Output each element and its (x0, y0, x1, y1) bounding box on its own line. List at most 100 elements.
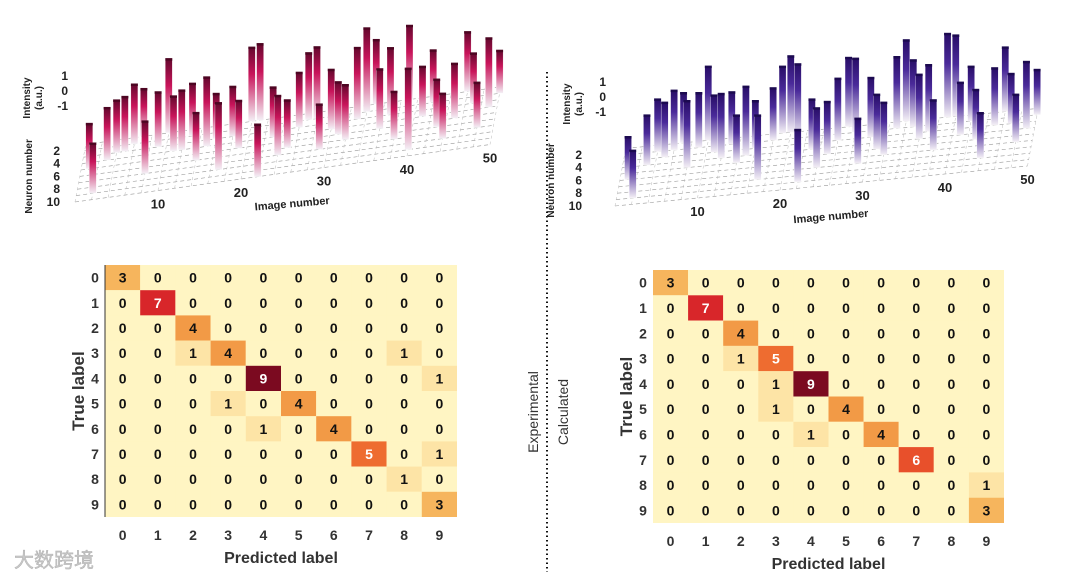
matrix-cell-value: 0 (912, 351, 920, 367)
row-label: 7 (639, 452, 647, 468)
matrix-cell (968, 472, 1004, 498)
matrix-cell-value: 0 (260, 345, 268, 361)
matrix-cell (863, 295, 899, 321)
z-axis-label: Intensity (22, 77, 33, 119)
matrix-cell-value: 7 (702, 300, 710, 316)
matrix-cell-value: 0 (737, 275, 745, 291)
matrix-cell (351, 265, 387, 291)
matrix-cell-value: 0 (400, 320, 408, 336)
matrix-cell-value: 0 (119, 345, 127, 361)
matrix-cell-value: 0 (877, 275, 885, 291)
matrix-cell (351, 391, 387, 417)
matrix-cell (793, 497, 829, 523)
matrix-cell (140, 265, 176, 291)
matrix-cell (828, 447, 864, 473)
matrix-cell (316, 365, 352, 391)
bar-top (404, 67, 412, 71)
matrix-cell (386, 491, 422, 517)
matrix-cell-value: 1 (400, 471, 408, 487)
matrix-cell-value: 0 (260, 320, 268, 336)
matrix-cell-value: 0 (330, 446, 338, 462)
floor-gridline (928, 117, 940, 176)
matrix-cell-value: 0 (667, 351, 675, 367)
matrix-cell-value: 0 (154, 496, 162, 512)
y-tick-label: 2 (53, 144, 60, 158)
row-label: 3 (639, 351, 647, 367)
bar-top (235, 99, 243, 103)
calculated-label: Calculated (555, 379, 571, 445)
matrix-cell (316, 340, 352, 366)
matrix-cell-value: 0 (702, 275, 710, 291)
matrix-cell-value: 0 (772, 502, 780, 518)
bar-top (1022, 60, 1030, 64)
matrix-cell (898, 421, 934, 448)
floor-gridline (623, 120, 1036, 162)
matrix-cell-value: 0 (330, 471, 338, 487)
row-label: 1 (91, 295, 99, 311)
row-label: 9 (91, 496, 99, 512)
matrix-cell (140, 365, 176, 391)
matrix-cell-value: 0 (224, 421, 232, 437)
x-tick-label: 20 (773, 196, 787, 211)
floor-gridline (697, 140, 709, 199)
bar (695, 93, 703, 148)
column-label: 6 (877, 533, 885, 549)
matrix-cell (140, 340, 176, 366)
matrix-cell-value: 0 (295, 471, 303, 487)
floor-gridline (878, 122, 891, 181)
matrix-cell (386, 441, 422, 467)
column-label: 2 (737, 533, 745, 549)
bar-top (751, 100, 759, 103)
matrix-cell (968, 270, 1004, 296)
matrix-cell (105, 491, 141, 517)
matrix-cell (210, 491, 246, 517)
bar-top (178, 89, 186, 92)
matrix-cell-value: 0 (260, 446, 268, 462)
y-tick-label: 2 (575, 148, 582, 162)
matrix-cell-value: 0 (947, 426, 955, 442)
matrix-cell (210, 365, 246, 391)
matrix-cell-value: 0 (119, 446, 127, 462)
matrix-cell-value: 0 (400, 370, 408, 386)
matrix-cell (175, 441, 211, 467)
matrix-cell-value: 0 (772, 300, 780, 316)
matrix-cell-value: 0 (365, 496, 373, 512)
matrix-cell (723, 295, 759, 321)
bar (670, 91, 678, 151)
matrix-cell (828, 295, 864, 321)
column-label: 8 (947, 533, 955, 549)
matrix-cell (898, 320, 934, 346)
bar-top (967, 65, 975, 69)
bar (248, 48, 256, 122)
matrix-cell (421, 340, 457, 366)
matrix-cell-value: 0 (400, 270, 408, 286)
matrix-cell (210, 265, 246, 291)
bar-top (845, 56, 853, 60)
matrix-cell-value: 0 (400, 295, 408, 311)
matrix-cell-value: 3 (119, 270, 127, 286)
matrix-cell-value: 0 (224, 370, 232, 386)
matrix-cell-value: 0 (365, 396, 373, 412)
bar (823, 102, 831, 155)
bar-top (363, 27, 371, 30)
matrix-cell-value: 0 (189, 370, 197, 386)
column-label: 9 (983, 533, 991, 549)
bar-top (867, 76, 875, 80)
matrix-cell-value: 9 (807, 376, 815, 392)
column-label: 7 (912, 533, 920, 549)
matrix-cell (421, 491, 457, 517)
matrix-cell (140, 491, 176, 517)
matrix-cell-value: 0 (737, 376, 745, 392)
matrix-cell-value: 0 (365, 295, 373, 311)
y-axis-label: Neuron number (24, 139, 35, 214)
matrix-cell (863, 396, 899, 422)
row-label: 7 (91, 446, 99, 462)
matrix-cell-value: 0 (400, 496, 408, 512)
bar-top (661, 101, 669, 105)
bar-top (902, 39, 910, 42)
matrix-cell-value: 0 (842, 426, 850, 442)
matrix-cell-value: 0 (436, 396, 444, 412)
matrix-cell (210, 290, 246, 316)
bar (915, 75, 923, 139)
